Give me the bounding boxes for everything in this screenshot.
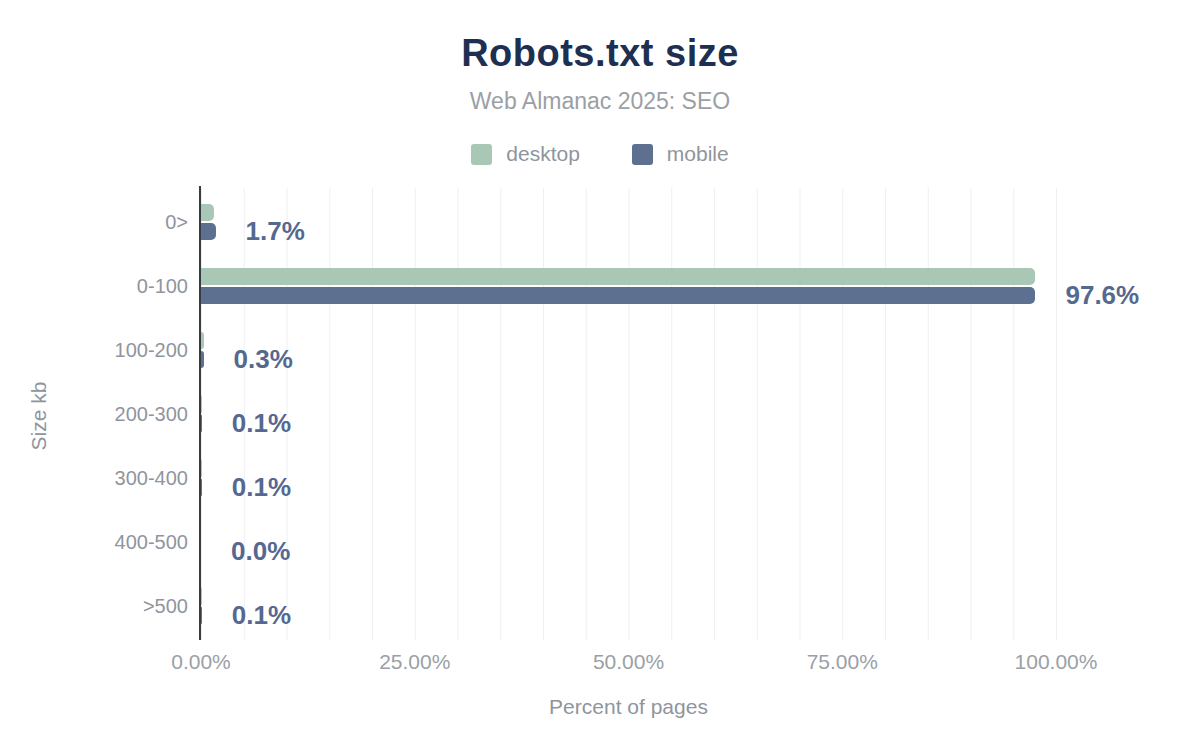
chart-row: 200-3000.1% [0, 382, 1200, 446]
x-tick-label: 0.00% [171, 650, 231, 674]
desktop-bar [201, 588, 202, 605]
desktop-bar [201, 460, 202, 477]
desktop-bar [201, 332, 204, 349]
bar-group: 0.1% [201, 382, 1200, 446]
x-axis-title: Percent of pages [201, 695, 1056, 719]
legend-swatch-desktop [471, 144, 492, 165]
bar-group: 0.0% [201, 510, 1200, 574]
mobile-bar [201, 607, 202, 624]
value-label: 0.3% [234, 344, 293, 375]
category-label: 0> [0, 211, 188, 234]
chart-row: 300-400 0.1% [0, 446, 1200, 510]
desktop-bar [201, 268, 1035, 285]
chart-subtitle: Web Almanac 2025: SEO [0, 88, 1200, 115]
x-tick-label: 50.00% [593, 650, 664, 674]
desktop-bar [201, 204, 214, 221]
bar-group: 1.7% [201, 190, 1200, 254]
chart-rows: 0>1.7%0-10097.6%100-2000.3%200-3000.1%30… [0, 190, 1200, 638]
x-tick-label: 25.00% [379, 650, 450, 674]
legend-item-mobile[interactable]: mobile [632, 142, 729, 166]
bar-group: 0.1% [201, 574, 1200, 638]
bar-group: 97.6% [201, 254, 1200, 318]
chart-title: Robots.txt size [0, 32, 1200, 75]
chart-row: 0-100 97.6% [0, 254, 1200, 318]
legend-item-desktop[interactable]: desktop [471, 142, 580, 166]
legend-swatch-mobile [632, 144, 653, 165]
value-label: 0.1% [232, 408, 291, 439]
mobile-bar [201, 223, 216, 240]
x-axis-ticks: 0.00%25.00%50.00%75.00%100.00% [201, 650, 1056, 676]
legend: desktop mobile [0, 142, 1200, 166]
bar-group: 0.3% [201, 318, 1200, 382]
value-label: 0.1% [232, 600, 291, 631]
category-label: >500 [0, 595, 188, 618]
y-axis-title: Size kb [27, 382, 51, 451]
legend-label: mobile [667, 142, 729, 166]
category-label: 0-100 [0, 275, 188, 298]
chart-row: 0> 1.7% [0, 190, 1200, 254]
x-tick-label: 75.00% [807, 650, 878, 674]
chart-row: 400-500 0.0% [0, 510, 1200, 574]
chart-row: 100-200 0.3% [0, 318, 1200, 382]
bar-group: 0.1% [201, 446, 1200, 510]
category-label: 400-500 [0, 531, 188, 554]
mobile-bar [201, 351, 204, 368]
x-tick-label: 100.00% [1015, 650, 1098, 674]
category-label: 300-400 [0, 467, 188, 490]
desktop-bar [201, 396, 202, 413]
chart-row: >500 0.1% [0, 574, 1200, 638]
category-label: 100-200 [0, 339, 188, 362]
mobile-bar [201, 479, 202, 496]
legend-label: desktop [506, 142, 580, 166]
value-label: 1.7% [246, 216, 305, 247]
value-label: 0.0% [231, 536, 290, 567]
value-label: 97.6% [1065, 280, 1139, 311]
chart-canvas: Robots.txt size Web Almanac 2025: SEO de… [0, 0, 1200, 742]
mobile-bar [201, 287, 1035, 304]
value-label: 0.1% [232, 472, 291, 503]
mobile-bar [201, 415, 202, 432]
